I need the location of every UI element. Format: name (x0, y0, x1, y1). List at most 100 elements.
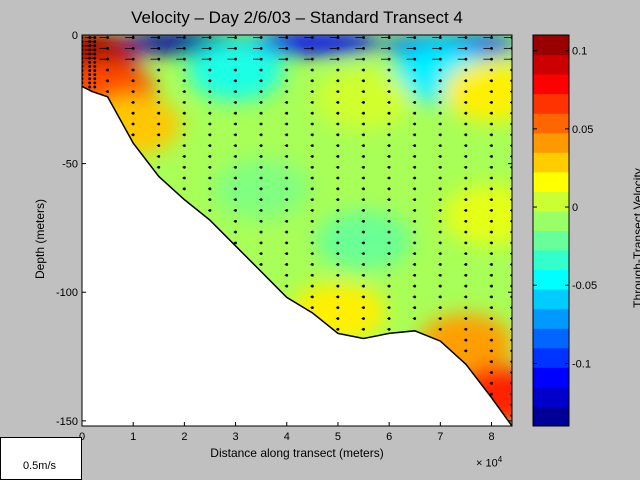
measurement-point (362, 122, 365, 126)
measurement-point (413, 252, 417, 256)
measurement-point (490, 57, 493, 61)
measurement-point (310, 176, 314, 180)
measurement-point (234, 46, 237, 50)
measurement-point (490, 46, 493, 50)
measurement-point (106, 46, 109, 50)
measurement-point (490, 187, 493, 191)
measurement-point (310, 241, 314, 245)
measurement-point (413, 317, 417, 320)
measurement-point (310, 111, 314, 115)
measurement-point (490, 68, 493, 72)
measurement-point (182, 155, 186, 158)
measurement-point (259, 68, 263, 72)
measurement-point (88, 81, 92, 85)
measurement-point (490, 230, 493, 234)
measurement-point (464, 198, 468, 202)
measurement-point (464, 90, 468, 93)
y-tick-label: -100 (56, 287, 78, 299)
measurement-point (387, 295, 391, 299)
measurement-point (285, 111, 289, 115)
measurement-point (88, 60, 92, 64)
measurement-point (438, 133, 442, 137)
measurement-point (157, 36, 161, 39)
measurement-point (93, 48, 97, 52)
measurement-point (413, 209, 417, 212)
measurement-point (438, 198, 442, 202)
measurement-point (310, 57, 314, 61)
measurement-point (310, 90, 314, 93)
measurement-point (234, 198, 237, 202)
measurement-point (336, 209, 340, 212)
measurement-point (106, 90, 109, 93)
measurement-point (310, 198, 314, 202)
measurement-point (259, 165, 263, 169)
measurement-point (234, 155, 237, 158)
velocity-feature-11 (315, 210, 412, 271)
measurement-point (234, 187, 237, 191)
measurement-point (362, 317, 365, 320)
measurement-point (259, 219, 263, 223)
measurement-point (182, 90, 186, 93)
measurement-point (490, 317, 493, 320)
measurement-point (387, 273, 391, 277)
seabed-line (81, 85, 513, 427)
measurement-point (387, 165, 391, 169)
measurement-point (234, 79, 237, 83)
colorbar-label: Through-Transect Velocity (m/sec) (631, 168, 640, 308)
chart-title: Velocity – Day 2/6/03 – Standard Transec… (131, 8, 463, 27)
y-axis-label: Depth (meters) (33, 198, 47, 280)
measurement-point (157, 79, 161, 83)
measurement-point (310, 144, 314, 148)
measurement-point (438, 68, 442, 72)
measurement-point (234, 90, 237, 93)
measurement-point (208, 144, 212, 148)
measurement-point (464, 187, 468, 191)
measurement-point (490, 90, 493, 93)
measurement-point (182, 165, 186, 169)
x-tick-label: 6 (386, 431, 392, 443)
y-axis: 0 -50 -100 -150 (56, 30, 512, 428)
colorbar-segment (533, 347, 569, 368)
measurement-point (131, 68, 135, 72)
measurement-point (464, 57, 468, 61)
colorbar-segment (533, 367, 569, 388)
measurement-point (259, 263, 263, 266)
velocity-feature-8 (315, 69, 412, 130)
measurement-point (490, 79, 493, 83)
measurement-point (438, 327, 442, 331)
measurement-point (464, 219, 468, 223)
measurement-point (490, 273, 493, 277)
measurement-point (106, 57, 109, 61)
colorbar-segment (533, 308, 569, 329)
measurement-point (464, 209, 468, 212)
measurement-point (259, 79, 263, 83)
measurement-point (464, 306, 468, 310)
measurement-point (464, 252, 468, 256)
measurement-point (464, 36, 468, 39)
measurement-point (413, 57, 417, 61)
measurement-point (234, 219, 237, 223)
measurement-point (285, 252, 289, 256)
measurement-point (234, 241, 237, 245)
colorbar-segment (533, 406, 569, 427)
measurement-point (182, 133, 186, 137)
measurement-point (336, 133, 340, 137)
measurement-point (310, 209, 314, 212)
measurement-point (208, 176, 212, 180)
measurement-point (131, 100, 135, 104)
measurement-point (362, 79, 365, 83)
measurement-point (285, 187, 289, 191)
measurement-point (131, 111, 135, 115)
measurement-point (259, 100, 263, 104)
measurement-point (438, 241, 442, 245)
measurement-point (259, 230, 263, 234)
measurement-point (259, 122, 263, 126)
measurement-point (157, 155, 161, 158)
measurement-point (387, 284, 391, 288)
measurement-point (93, 73, 97, 77)
measurement-point (131, 133, 135, 137)
measurement-point (362, 46, 365, 50)
measurement-point (464, 338, 468, 342)
measurement-point (310, 219, 314, 223)
